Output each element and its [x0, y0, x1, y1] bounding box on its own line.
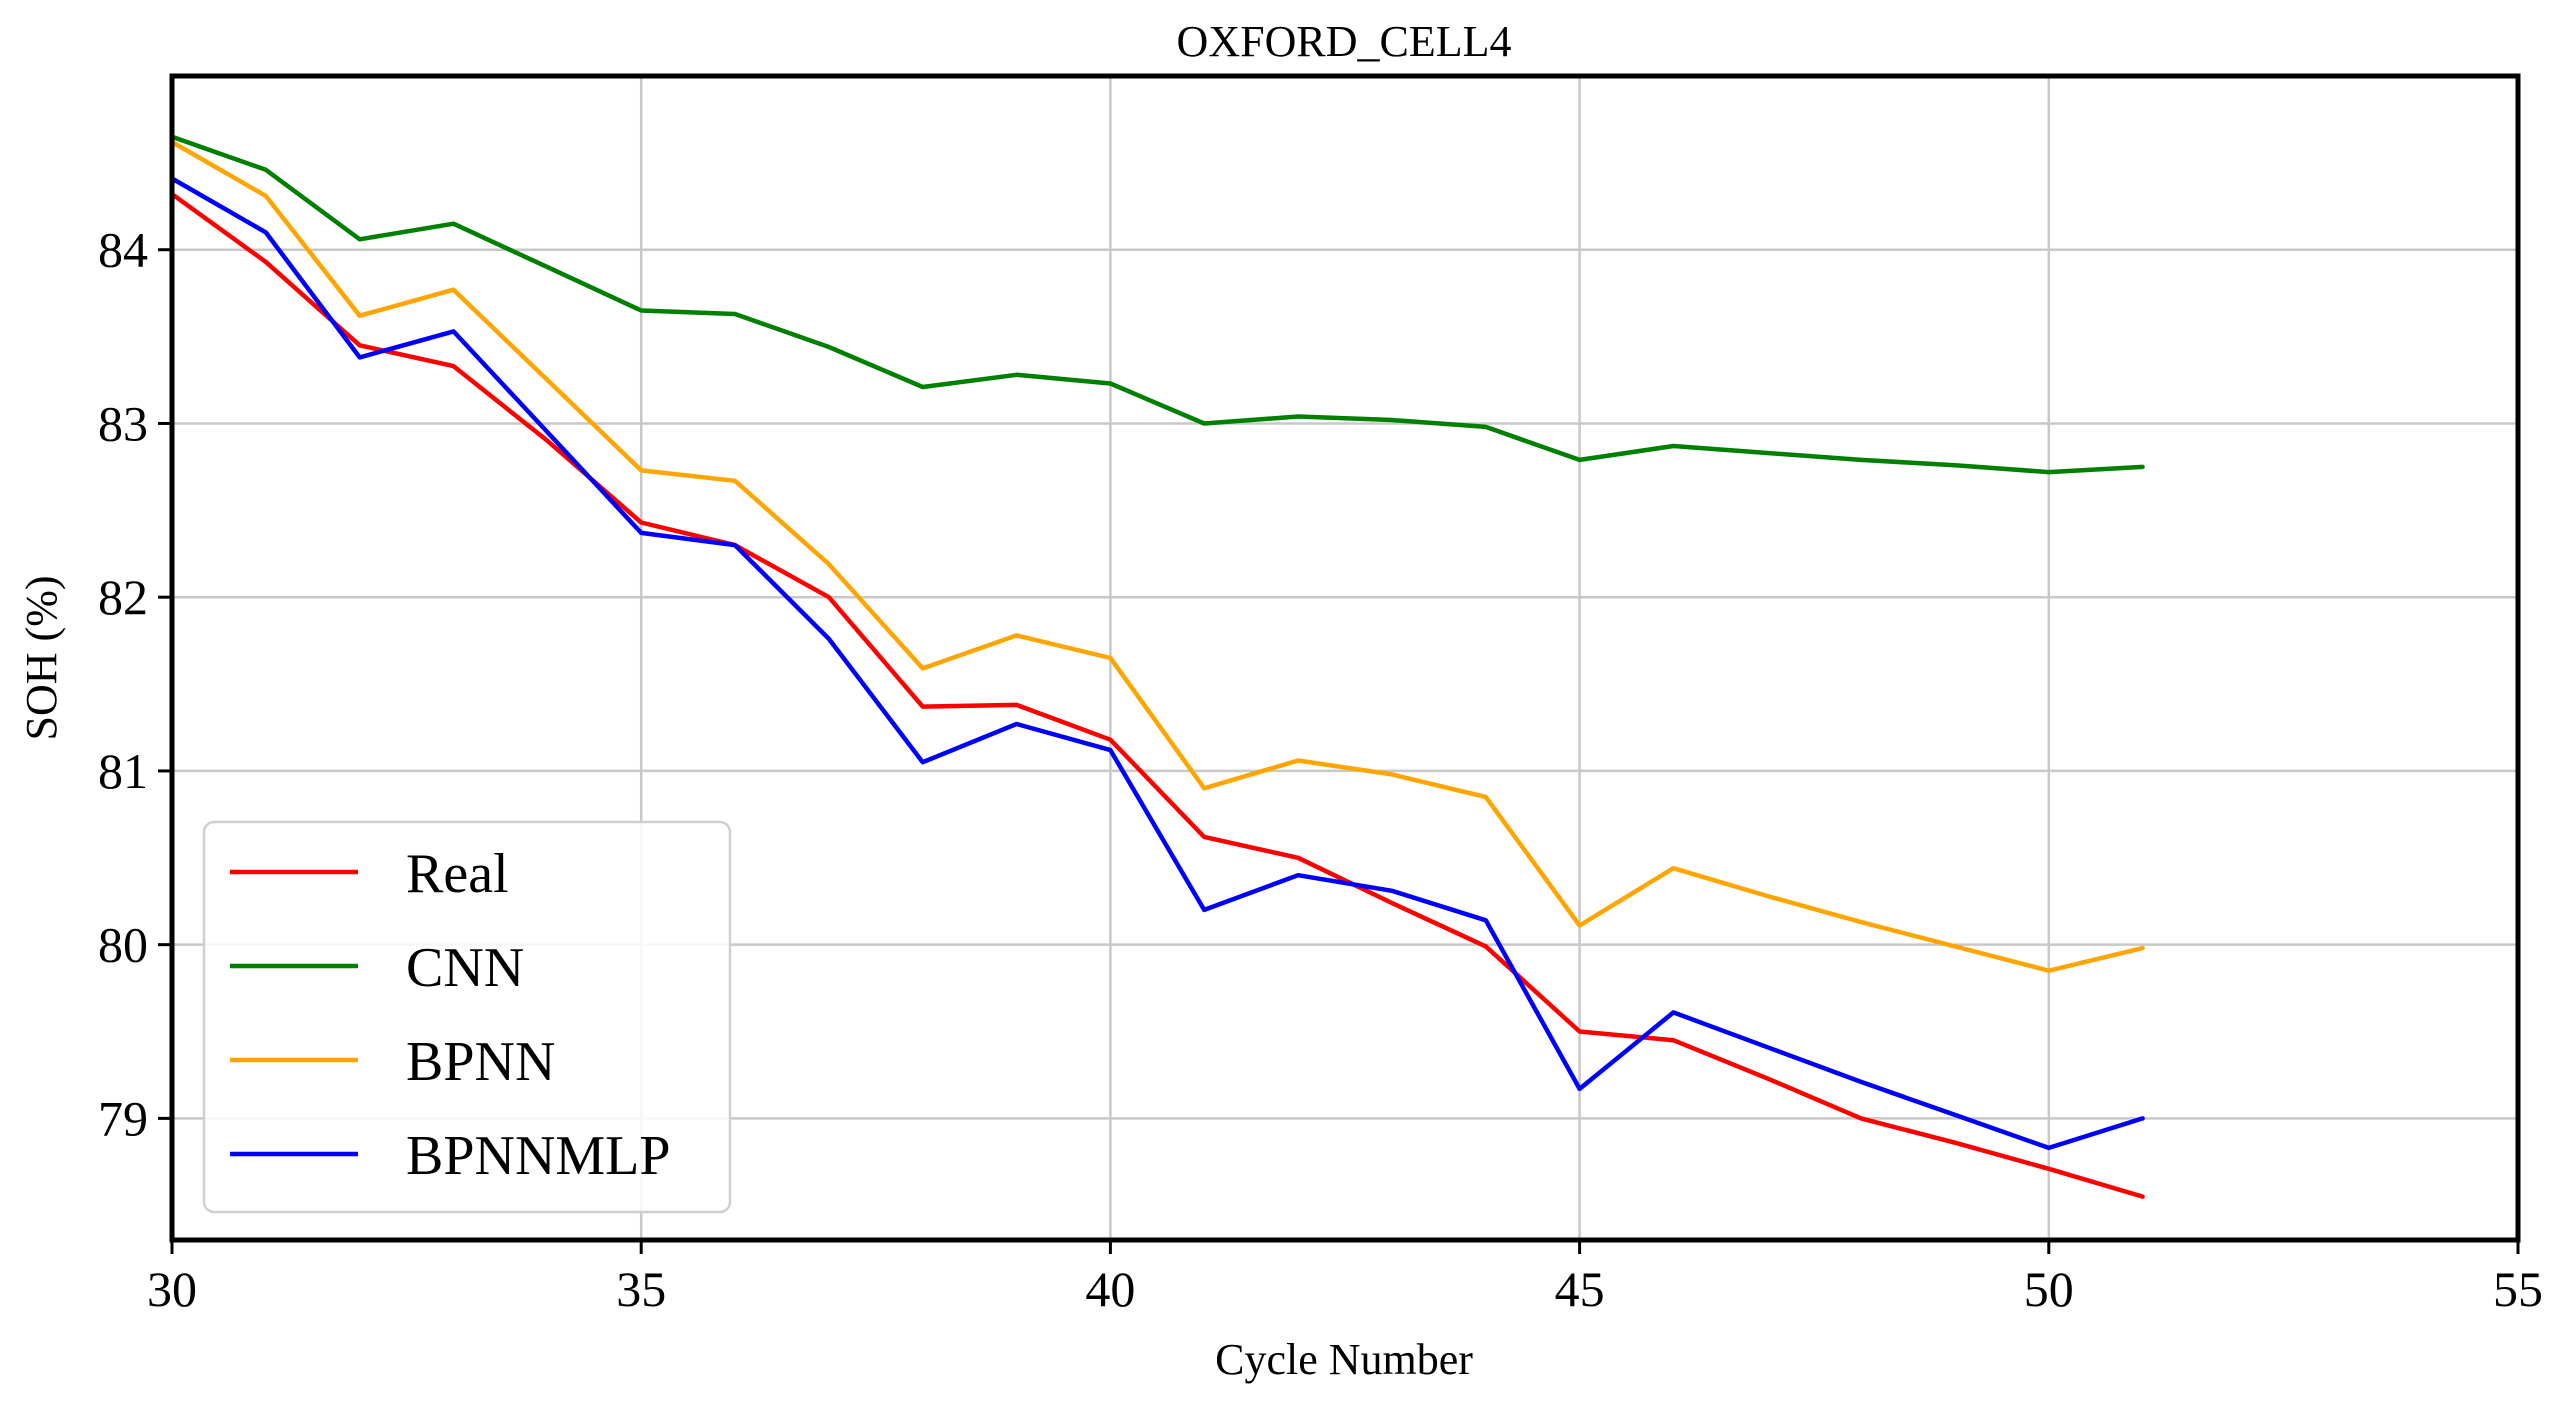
legend-label-bpnnmlp: BPNNMLP: [406, 1125, 671, 1187]
y-tick-label: 84: [98, 222, 148, 278]
y-tick-label: 80: [98, 917, 148, 973]
y-tick-label: 81: [98, 743, 148, 799]
legend-label-real: Real: [406, 843, 509, 905]
legend-label-cnn: CNN: [406, 937, 524, 999]
series-lines: [169, 134, 2145, 1199]
y-axis-title: SOH (%): [17, 576, 66, 741]
x-tick-label: 45: [1555, 1261, 1605, 1317]
x-tick-label: 55: [2493, 1261, 2543, 1317]
series-line-cnn: [169, 134, 2145, 475]
series-line-bpnnmlp: [169, 176, 2145, 1151]
axis-ticks: 30 35 40 45 50 55 79 80 81 82 83 84: [98, 222, 2543, 1317]
plot-area-frame: [169, 73, 2521, 1243]
legend-label-bpnn: BPNN: [406, 1031, 555, 1093]
y-tick-label: 79: [98, 1090, 148, 1146]
x-tick-label: 30: [147, 1261, 197, 1317]
x-axis-title: Cycle Number: [1215, 1335, 1473, 1384]
y-tick-label: 82: [98, 569, 148, 625]
x-tick-label: 35: [616, 1261, 666, 1317]
chart-title: OXFORD_CELL4: [1177, 17, 1512, 66]
x-tick-label: 40: [1085, 1261, 1135, 1317]
series-line-bpnn: [169, 139, 2145, 973]
y-tick-label: 83: [98, 395, 148, 451]
legend: Real CNN BPNN BPNNMLP: [202, 820, 732, 1214]
x-tick-label: 50: [2024, 1261, 2074, 1317]
legend-box: [202, 820, 732, 1214]
series-line-real: [169, 191, 2145, 1199]
